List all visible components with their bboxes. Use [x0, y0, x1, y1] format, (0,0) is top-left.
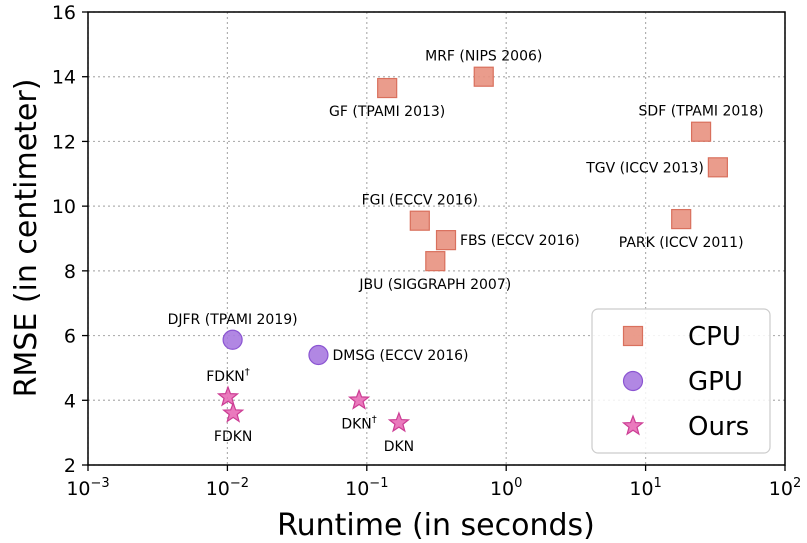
gpu-point — [222, 329, 243, 350]
legend-label: CPU — [688, 322, 741, 352]
point-label: FDKN — [214, 429, 253, 445]
legend-ours-marker — [621, 414, 645, 436]
cpu-point — [425, 251, 446, 272]
point-label: GF (TPAMI 2013) — [329, 104, 445, 120]
point-label: DKN — [384, 439, 414, 455]
y-tick-label: 10 — [52, 196, 76, 218]
y-axis-title: RMSE (in centimeter) — [9, 79, 44, 398]
x-tick-label: 10−3 — [66, 476, 109, 500]
point-label: DJFR (TPAMI 2019) — [168, 312, 298, 328]
legend-label: GPU — [688, 367, 743, 397]
plot-frame — [87, 11, 786, 466]
y-tick-label: 14 — [52, 67, 76, 89]
point-label: FDKN† — [206, 367, 249, 385]
y-tick-label: 4 — [64, 390, 76, 412]
legend-label: Ours — [688, 412, 749, 442]
x-tick-label: 10−2 — [206, 476, 249, 500]
x-tick-label: 101 — [629, 476, 661, 500]
point-label: TGV (ICCV 2013) — [585, 160, 704, 176]
point-labels: MRF (NIPS 2006) GF (TPAMI 2013) SDF (TPAMI… — [168, 49, 764, 455]
cpu-point — [473, 66, 494, 87]
cpu-point — [435, 230, 457, 251]
y-tick-label: 8 — [64, 261, 76, 283]
cpu-point — [377, 77, 398, 99]
cpu-point — [707, 157, 728, 178]
data-points — [216, 66, 728, 433]
point-label: SDF (TPAMI 2018) — [639, 104, 764, 120]
point-label: FGI (ECCV 2016) — [362, 193, 478, 209]
point-label: DKN† — [341, 414, 376, 432]
point-label: PARK (ICCV 2011) — [619, 235, 744, 251]
x-tick-label: 100 — [490, 476, 522, 500]
point-label: FBS (ECCV 2016) — [460, 233, 580, 249]
cpu-point — [690, 121, 712, 142]
y-tick-label: 16 — [52, 2, 76, 24]
point-label: MRF (NIPS 2006) — [425, 49, 542, 65]
ours-point — [387, 411, 411, 433]
ours-point — [347, 388, 371, 410]
point-label: DMSG (ECCV 2016) — [332, 348, 468, 364]
cpu-point — [409, 210, 430, 231]
x-axis-title: Runtime (in seconds) — [277, 508, 595, 543]
y-tick-label: 12 — [52, 131, 76, 153]
ours-point — [216, 385, 240, 407]
y-axis: 2 4 6 8 10 12 14 16 — [52, 2, 88, 477]
legend: CPU GPU Ours — [591, 308, 771, 454]
ours-point — [222, 401, 245, 423]
x-axis: 10−3 10−2 10−1 100 101 102 — [66, 465, 801, 500]
x-tick-label: 102 — [769, 476, 801, 500]
point-label: JBU (SIGGRAPH 2007) — [358, 277, 511, 293]
y-tick-label: 2 — [64, 455, 76, 477]
x-tick-label: 10−1 — [345, 476, 388, 500]
legend-gpu-marker — [622, 370, 644, 392]
legend-cpu-marker — [622, 325, 644, 347]
y-tick-label: 6 — [64, 326, 76, 348]
cpu-point — [671, 208, 692, 230]
gpu-point — [308, 344, 329, 366]
